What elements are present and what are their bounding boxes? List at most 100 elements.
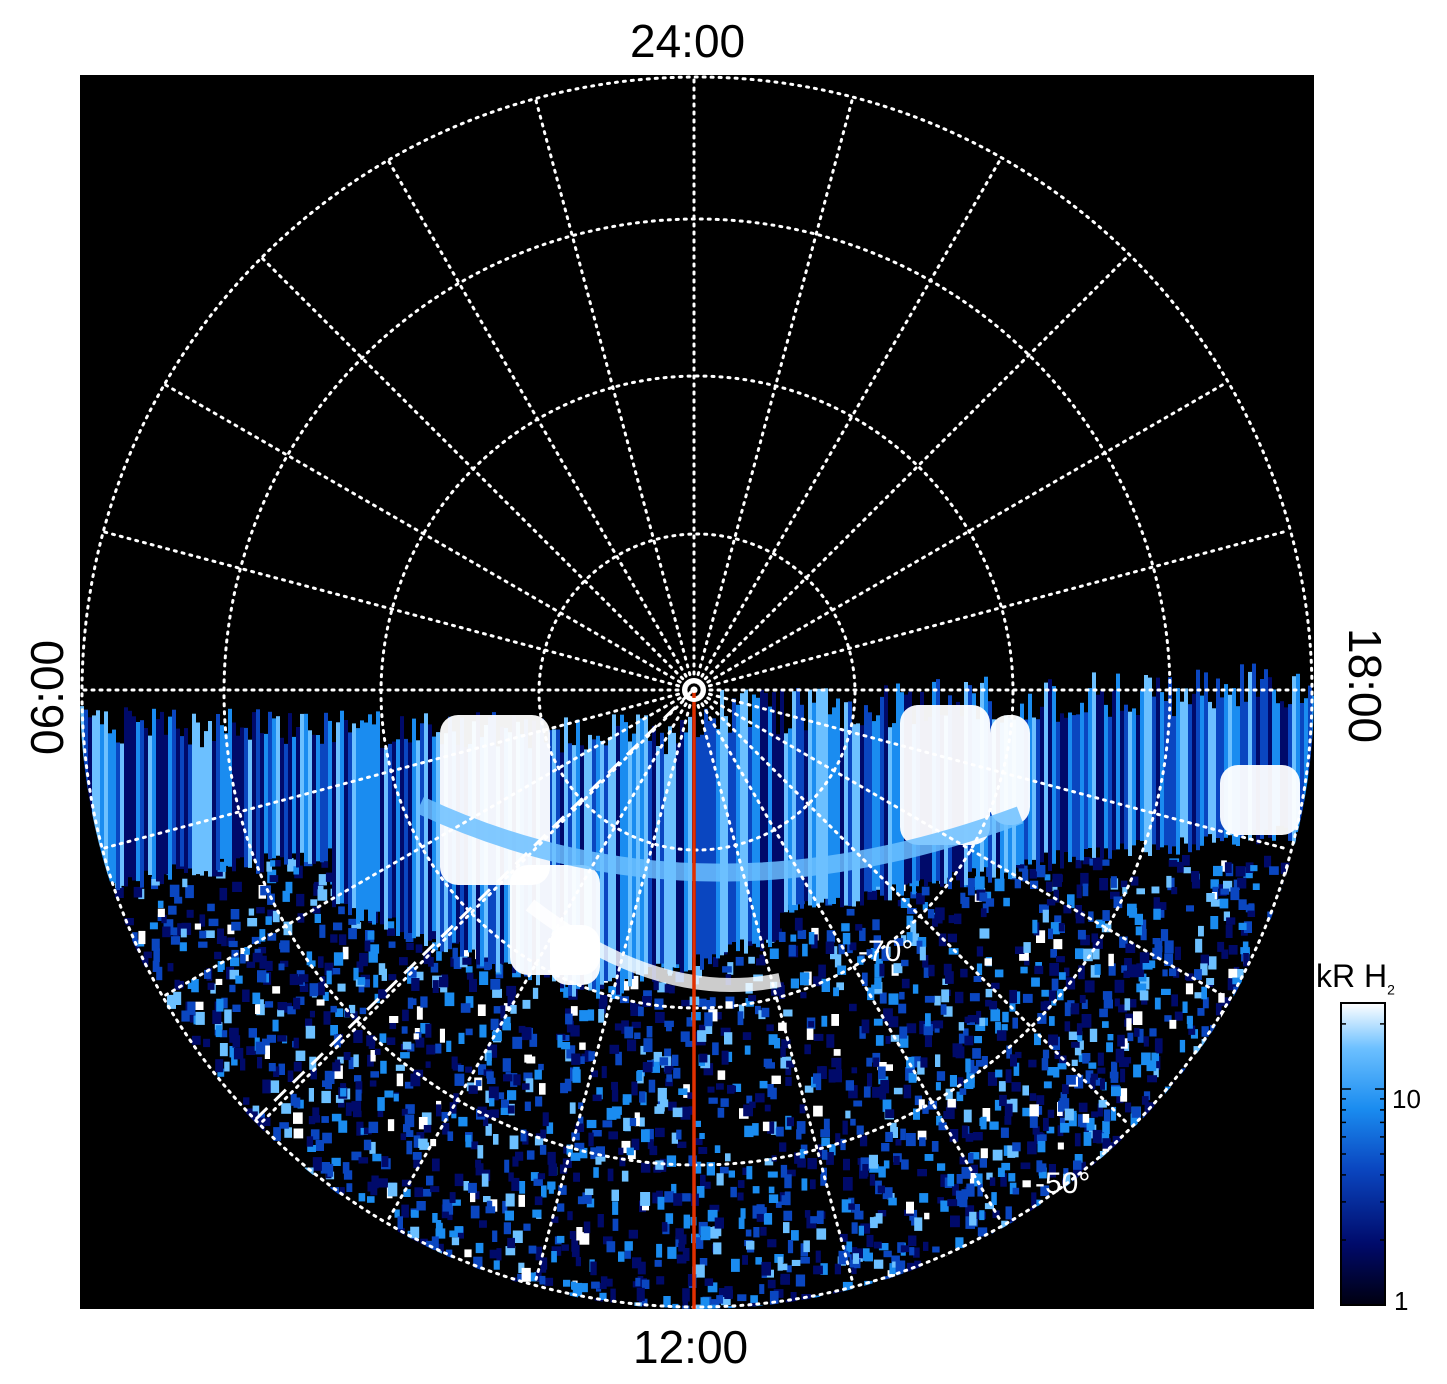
emission-pixel: [1013, 1062, 1020, 1076]
emission-pixel: [143, 951, 152, 959]
auroral-streak: [184, 728, 188, 873]
auroral-streak: [776, 734, 780, 931]
grid-radial-14: [385, 688, 696, 1225]
emission-pixel: [356, 961, 364, 973]
emission-pixel: [728, 1170, 735, 1178]
emission-pixel: [815, 1078, 822, 1091]
emission-pixel: [170, 936, 181, 945]
emission-pixel: [199, 914, 206, 927]
emission-pixel: [612, 1218, 619, 1231]
emission-pixel: [1043, 1081, 1052, 1089]
emission-pixel: [804, 1085, 814, 1093]
emission-pixel: [808, 1021, 815, 1028]
emission-pixel: [1018, 865, 1028, 872]
emission-pixel: [297, 913, 305, 923]
emission-pixel: [563, 1279, 571, 1287]
emission-pixel: [1080, 1161, 1086, 1170]
emission-pixel: [333, 1065, 343, 1079]
emission-pixel: [1237, 969, 1244, 979]
auroral-streak: [868, 712, 872, 892]
emission-pixel: [579, 1232, 590, 1245]
emission-pixel: [461, 946, 469, 957]
emission-pixel: [420, 996, 428, 1008]
emission-pixel: [849, 1003, 857, 1012]
emission-pixel: [693, 966, 702, 978]
auroral-streak: [1276, 703, 1280, 826]
emission-pixel: [380, 1060, 387, 1074]
emission-pixel: [393, 1093, 399, 1102]
emission-pixel: [1115, 1048, 1125, 1063]
emission-pixel: [277, 1009, 285, 1017]
emission-pixel: [972, 1132, 983, 1141]
emission-pixel: [766, 1024, 774, 1032]
auroral-streak: [96, 710, 100, 878]
emission-pixel: [163, 919, 174, 932]
emission-pixel: [442, 1123, 450, 1135]
emission-pixel: [649, 1145, 658, 1156]
emission-pixel: [829, 1144, 836, 1156]
emission-pixel: [273, 1066, 280, 1077]
auroral-streak: [1128, 711, 1132, 856]
emission-pixel: [780, 1164, 788, 1178]
emission-pixel: [478, 1064, 487, 1075]
emission-pixel: [712, 957, 719, 967]
emission-pixel: [797, 929, 807, 939]
emission-pixel: [900, 1245, 910, 1253]
emission-pixel: [503, 1016, 511, 1026]
emission-pixel: [1039, 1167, 1047, 1179]
emission-pixel: [1029, 1104, 1039, 1117]
emission-pixel: [270, 860, 276, 867]
emission-pixel: [1024, 957, 1030, 966]
emission-pixel: [124, 918, 134, 926]
emission-pixel: [673, 1067, 681, 1079]
emission-pixel: [1053, 939, 1063, 950]
emission-pixel: [685, 1040, 695, 1047]
emission-pixel: [879, 963, 885, 977]
auroral-streak: [804, 730, 808, 902]
emission-pixel: [769, 1290, 779, 1305]
emission-pixel: [637, 1261, 646, 1275]
auroral-streak: [280, 737, 284, 858]
emission-pixel: [1089, 1028, 1098, 1042]
emission-pixel: [745, 998, 754, 1007]
emission-pixel: [503, 1222, 511, 1235]
emission-pixel: [892, 1261, 899, 1268]
emission-pixel: [1200, 963, 1208, 976]
emission-pixel: [899, 991, 905, 1000]
emission-pixel: [1111, 1086, 1121, 1097]
emission-pixel: [1041, 989, 1049, 997]
emission-pixel: [873, 1241, 882, 1249]
auroral-streak: [1112, 690, 1116, 851]
emission-pixel: [911, 1056, 921, 1068]
emission-pixel: [914, 1217, 923, 1231]
emission-pixel: [515, 1151, 524, 1161]
auroral-streak: [1204, 672, 1208, 837]
auroral-streak: [1140, 690, 1144, 841]
emission-pixel: [355, 1081, 363, 1094]
emission-pixel: [1228, 945, 1238, 955]
emission-pixel: [845, 1080, 854, 1091]
emission-pixel: [838, 1250, 849, 1265]
emission-pixel: [246, 961, 256, 968]
emission-pixel: [900, 1128, 906, 1141]
auroral-streak: [704, 708, 708, 959]
emission-pixel: [705, 1022, 713, 1034]
emission-pixel: [1208, 956, 1217, 970]
auroral-streak: [244, 727, 248, 868]
emission-pixel: [618, 1251, 625, 1262]
emission-pixel: [1034, 965, 1044, 975]
auroral-streak: [1260, 679, 1264, 839]
emission-pixel: [534, 1196, 543, 1206]
emission-pixel: [1139, 977, 1150, 990]
emission-pixel: [783, 1210, 793, 1221]
emission-pixel: [528, 1245, 537, 1254]
auroral-streak: [236, 735, 240, 859]
grid-radial-23: [533, 94, 696, 692]
emission-pixel: [963, 1109, 972, 1123]
auroral-streak: [384, 747, 388, 930]
auroral-streak: [188, 744, 192, 869]
emission-pixel: [1083, 1131, 1092, 1146]
emission-pixel: [430, 962, 439, 973]
emission-pixel: [1099, 878, 1108, 891]
emission-pixel: [815, 1250, 821, 1263]
